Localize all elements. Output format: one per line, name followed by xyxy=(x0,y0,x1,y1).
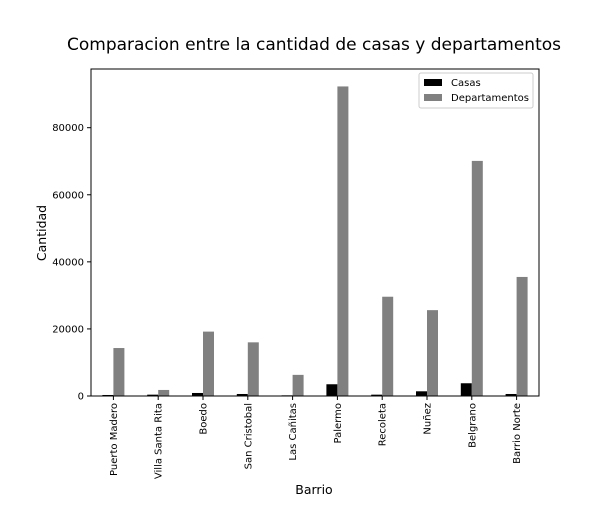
x-tick-label-2: Boedo xyxy=(199,403,210,435)
y-tick-label-4: 80000 xyxy=(52,123,84,134)
x-tick-label-4: Las Cañitas xyxy=(288,403,299,461)
bar-departamentos-2 xyxy=(203,331,214,396)
x-tick-label-0: Puerto Madero xyxy=(109,403,120,476)
bar-departamentos-7 xyxy=(427,310,438,396)
bars-layer xyxy=(102,86,528,396)
bar-casas-2 xyxy=(192,392,203,396)
x-tick-label-8: Belgrano xyxy=(467,403,478,448)
bar-departamentos-0 xyxy=(113,348,125,396)
legend-swatch-departamentos xyxy=(424,94,442,101)
bar-casas-7 xyxy=(416,391,427,396)
chart-title: Comparacion entre la cantidad de casas y… xyxy=(67,35,561,55)
bar-departamentos-1 xyxy=(158,389,170,396)
legend-frame xyxy=(418,72,534,109)
y-tick-label-1: 20000 xyxy=(52,324,84,335)
legend-label-departamentos: Departamentos xyxy=(451,93,529,104)
bar-casas-5 xyxy=(326,384,338,396)
y-axis-label: Cantidad xyxy=(34,205,49,261)
y-tick-label-0: 0 xyxy=(78,392,84,403)
bar-departamentos-3 xyxy=(247,342,259,396)
x-tick-label-3: San Cristobal xyxy=(243,403,254,469)
bar-casas-0 xyxy=(102,394,114,396)
plot-frame xyxy=(90,68,540,397)
x-axis: Puerto Madero Villa Santa Rita Boedo San Cr… xyxy=(109,396,523,479)
bar-departamentos-5 xyxy=(337,86,349,396)
bar-casas-6 xyxy=(371,394,383,396)
y-axis: 0 20000 40000 60000 80000 xyxy=(52,123,91,403)
bar-departamentos-6 xyxy=(382,296,394,396)
bar-casas-8 xyxy=(460,383,472,396)
legend: Casas Departamentos xyxy=(418,72,534,109)
bar-departamentos-9 xyxy=(516,276,528,396)
legend-label-casas: Casas xyxy=(451,78,481,89)
bar-departamentos-4 xyxy=(292,374,304,396)
bar-casas-3 xyxy=(236,393,248,396)
y-tick-label-3: 60000 xyxy=(52,190,84,201)
y-tick-label-2: 40000 xyxy=(52,257,84,268)
x-tick-label-1: Villa Santa Rita xyxy=(154,403,165,479)
bar-departamentos-8 xyxy=(471,160,483,396)
bar-casas-1 xyxy=(147,394,159,396)
x-axis-label: Barrio xyxy=(295,482,332,497)
x-tick-label-5: Palermo xyxy=(333,403,344,443)
x-tick-label-9: Barrio Norte xyxy=(512,403,523,464)
legend-swatch-casas xyxy=(424,79,442,86)
x-tick-label-7: Nuñez xyxy=(423,403,434,435)
x-tick-label-6: Recoleta xyxy=(378,403,389,446)
bar-casas-9 xyxy=(505,393,517,396)
